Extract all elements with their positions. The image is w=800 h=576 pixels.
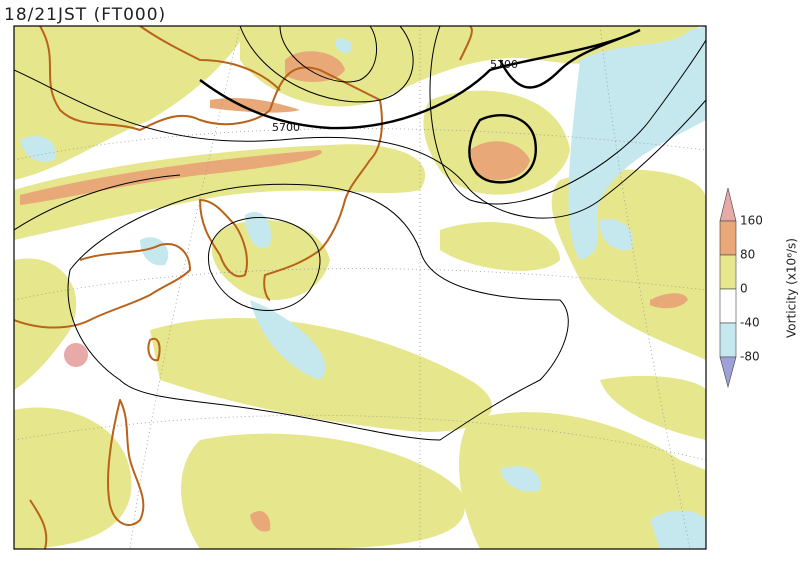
colorbar-tick-label: -40 <box>740 316 760 330</box>
colorbar-label: Vorticity (x10⁶/s) <box>785 238 799 338</box>
colorbar-cap <box>719 187 737 222</box>
colorbar-segment <box>719 220 737 256</box>
colorbar-tick-label: 80 <box>740 248 755 262</box>
colorbar-segment <box>719 288 737 324</box>
colorbar-tick-label: -80 <box>740 350 760 364</box>
colorbar: 160 80 0 -40 -80 <box>719 187 763 389</box>
colorbar-cap <box>719 356 737 389</box>
colorbar-segment <box>719 322 737 358</box>
colorbar-tick-label: 0 <box>740 282 748 296</box>
map-area: 5700 5700 <box>14 26 706 549</box>
map-frame <box>13 25 707 550</box>
contour-label: 5700 <box>272 121 300 134</box>
contour-label: 5700 <box>490 58 518 71</box>
colorbar-tick-label: 160 <box>740 214 763 228</box>
map-title: 18/21JST (FT000) <box>4 5 166 25</box>
colorbar-segment <box>719 254 737 290</box>
